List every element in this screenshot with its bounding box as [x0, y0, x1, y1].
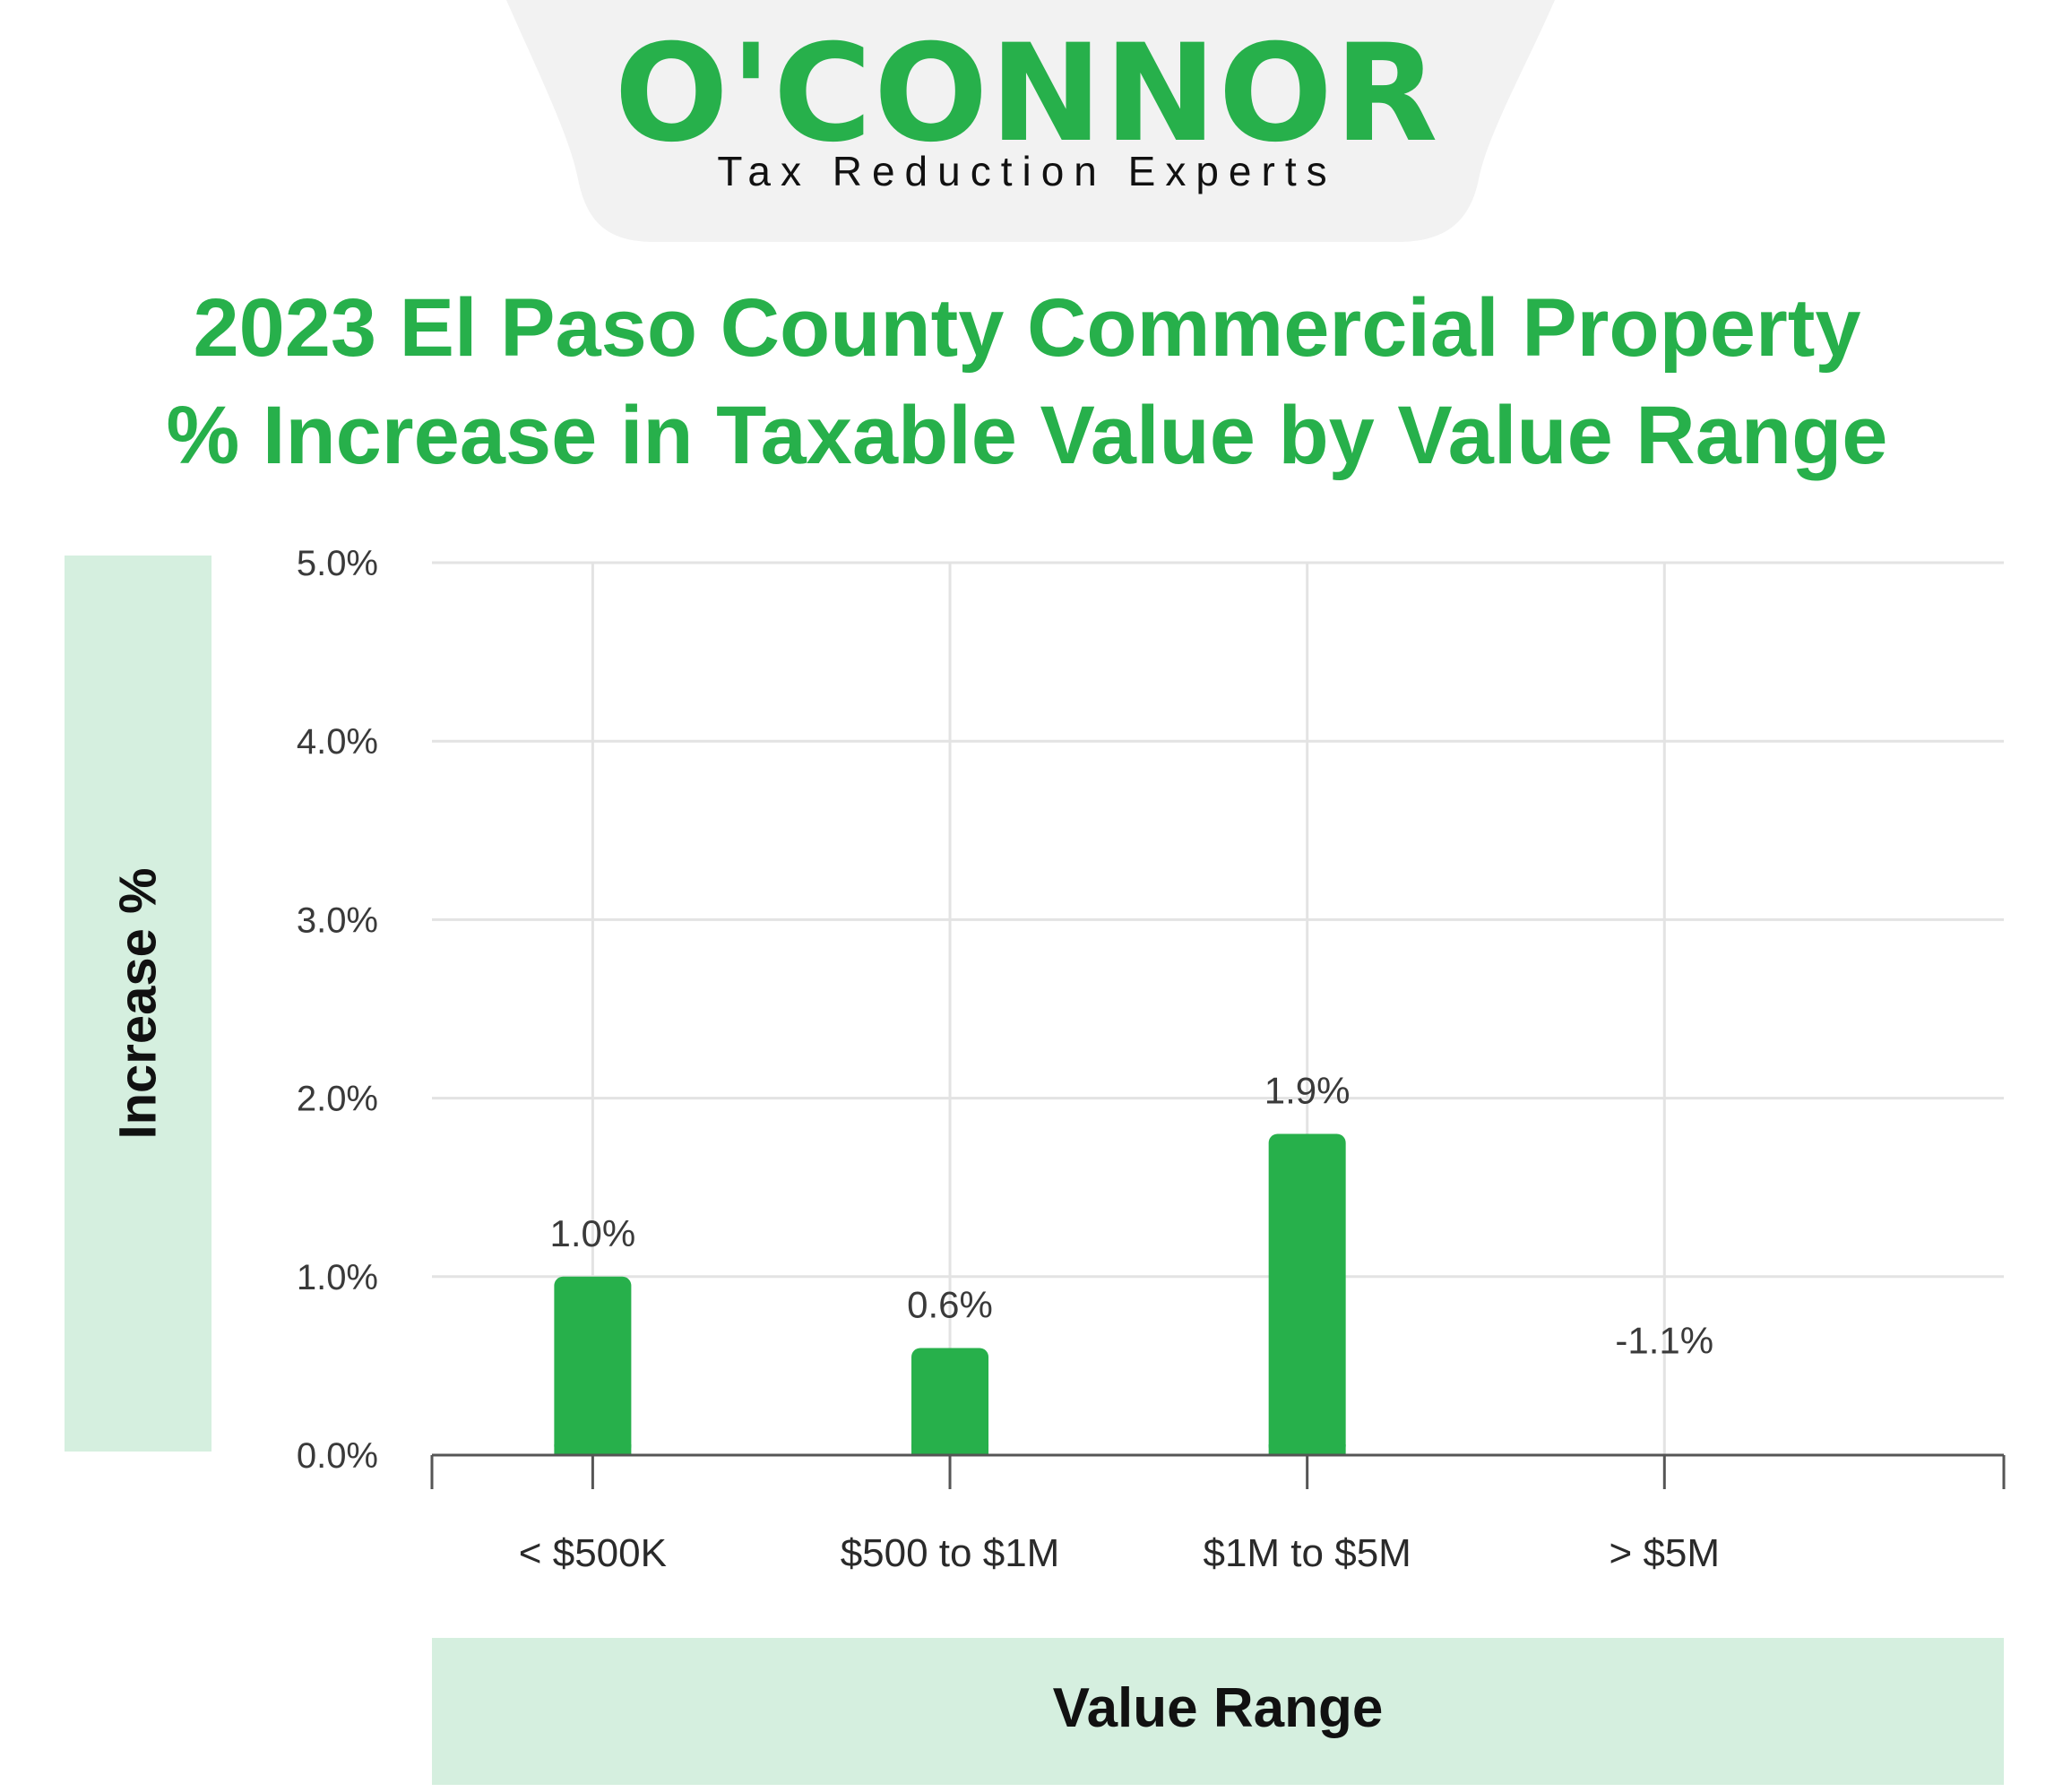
- x-axis-label-panel: [432, 1638, 2004, 1785]
- data-label: -1.1%: [1615, 1319, 1713, 1361]
- x-axis-label: Value Range: [1052, 1677, 1384, 1739]
- data-label: 0.6%: [907, 1283, 993, 1325]
- y-tick-label: 1.0%: [297, 1258, 378, 1297]
- logo-wordmark: O'CONNOR: [614, 16, 1440, 172]
- bar: [1268, 1133, 1346, 1455]
- data-label: 1.0%: [550, 1212, 636, 1254]
- y-axis-label-panel: [65, 556, 211, 1452]
- bar-base: [1268, 1444, 1346, 1455]
- y-tick-label: 5.0%: [297, 544, 378, 583]
- bar-base: [911, 1444, 989, 1455]
- x-tick-label: $1M to $5M: [1203, 1531, 1411, 1575]
- x-tick-label: > $5M: [1610, 1531, 1721, 1575]
- bar: [911, 1348, 989, 1455]
- y-tick-label: 4.0%: [297, 722, 378, 762]
- y-tick-label: 0.0%: [297, 1436, 378, 1476]
- y-tick-label: 2.0%: [297, 1080, 378, 1119]
- chart-title-line-1: 2023 El Paso County Commercial Property: [193, 282, 1861, 374]
- chart-title-line-2: % Increase in Taxable Value by Value Ran…: [166, 390, 1888, 481]
- bar: [554, 1276, 632, 1455]
- bar-base: [554, 1444, 632, 1455]
- header-background: [506, 0, 1555, 242]
- logo-tagline: Tax Reduction Experts: [717, 148, 1337, 194]
- y-tick-label: 3.0%: [297, 900, 378, 940]
- data-label: 1.9%: [1264, 1069, 1351, 1111]
- x-tick-label: $500 to $1M: [841, 1531, 1060, 1575]
- x-tick-label: < $500K: [519, 1531, 667, 1575]
